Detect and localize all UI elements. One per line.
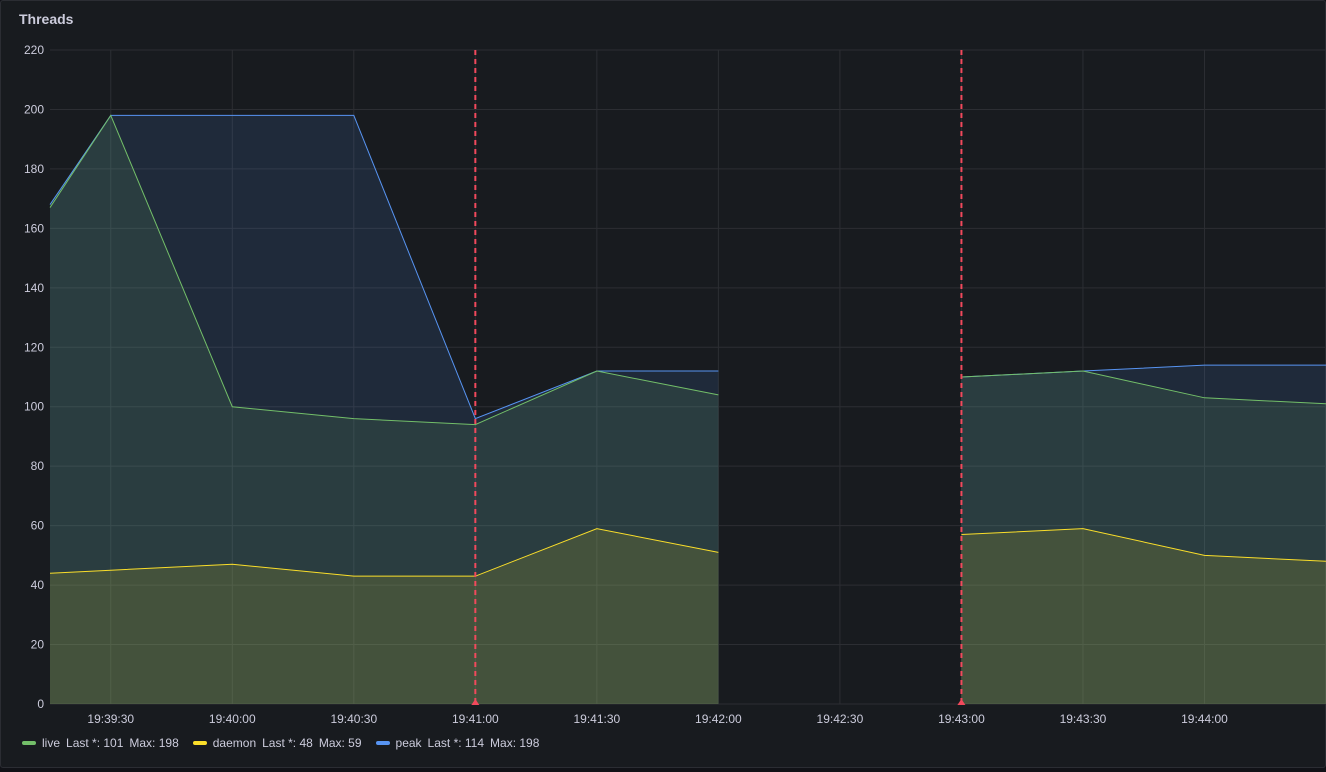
legend-swatch-peak [375,741,390,745]
legend-item-daemon[interactable]: daemon Last *: 48 Max: 59 [192,736,362,750]
legend-swatch-daemon [192,741,207,745]
x-tick-label: 19:44:00 [1181,712,1228,726]
annotation-marker [957,699,966,705]
legend-max-live: Max: 198 [129,736,179,750]
y-tick-label: 60 [31,519,45,533]
y-tick-label: 120 [24,340,44,354]
x-tick-label: 19:39:30 [87,712,134,726]
legend: live Last *: 101 Max: 198 daemon Last *:… [22,736,539,750]
area-peak [50,115,719,704]
area-peak [961,365,1326,704]
area-daemon [961,528,1326,704]
panel-title[interactable]: Threads [19,11,74,27]
area-live [961,371,1326,704]
x-tick-label: 19:40:30 [330,712,377,726]
x-tick-label: 19:40:00 [209,712,256,726]
x-tick-label: 19:41:00 [452,712,499,726]
y-tick-label: 100 [24,400,44,414]
y-tick-label: 20 [31,638,45,652]
x-tick-label: 19:43:00 [938,712,985,726]
series-line-live [961,370,1326,405]
y-tick-label: 40 [31,578,45,592]
y-tick-label: 0 [37,697,44,711]
y-tick-label: 160 [24,221,44,235]
x-tick-label: 19:42:00 [695,712,742,726]
y-tick-label: 140 [24,281,44,295]
legend-item-peak[interactable]: peak Last *: 114 Max: 198 [375,736,540,750]
area-live [50,115,719,704]
series-line-daemon [49,528,719,577]
legend-max-peak: Max: 198 [490,736,540,750]
x-tick-label: 19:41:30 [573,712,620,726]
legend-swatch-live [22,741,36,745]
x-tick-label: 19:42:30 [817,712,864,726]
legend-name-peak: peak [395,736,422,750]
legend-last-peak: Last *: 114 [427,736,485,750]
legend-name-daemon: daemon [212,736,257,750]
legend-name-live: live [42,736,61,750]
legend-last-daemon: Last *: 48 [262,736,313,750]
legend-last-live: Last *: 101 [66,736,124,750]
annotation-marker [471,699,480,705]
y-tick-label: 200 [24,102,44,116]
x-tick-label: 19:43:30 [1060,712,1107,726]
legend-max-daemon: Max: 59 [318,736,362,750]
y-tick-label: 180 [24,162,44,176]
series-line-live [49,114,719,426]
y-tick-label: 80 [31,459,45,473]
legend-item-live[interactable]: live Last *: 101 Max: 198 [22,736,179,750]
area-daemon [50,528,719,704]
y-tick-label: 220 [24,43,44,57]
series-line-daemon [961,528,1326,562]
